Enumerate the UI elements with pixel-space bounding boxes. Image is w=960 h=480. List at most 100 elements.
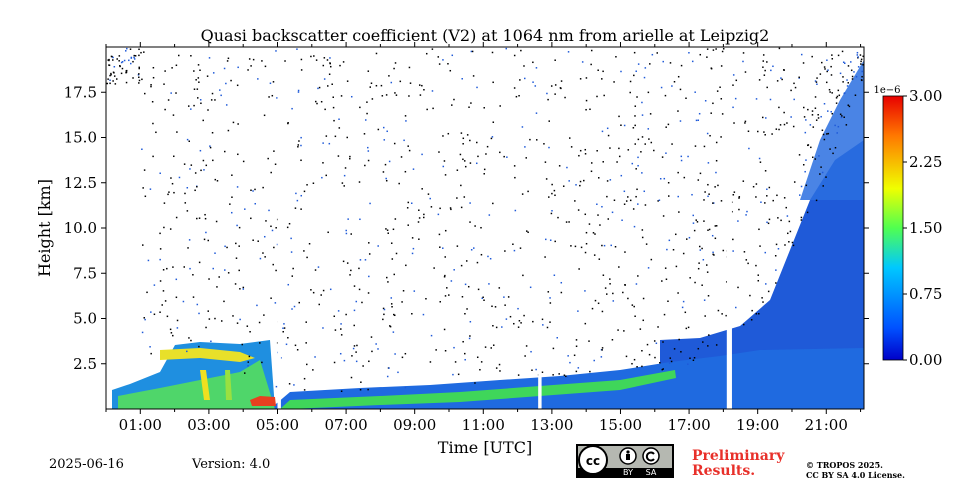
noise-dot: [491, 305, 493, 308]
x-tick-label: 11:00: [462, 416, 505, 434]
noise-dot: [755, 313, 758, 315]
noise-dot: [479, 368, 481, 371]
noise-dot: [364, 259, 367, 261]
noise-dot: [715, 171, 717, 174]
noise-dot: [469, 335, 471, 337]
noise-dot: [843, 116, 845, 118]
noise-dot: [130, 57, 133, 59]
noise-dot: [206, 75, 209, 77]
noise-dot: [386, 130, 388, 133]
noise-dot: [362, 365, 364, 367]
noise-dot: [842, 76, 844, 78]
noise-dot: [504, 304, 506, 306]
noise-dot: [322, 162, 324, 164]
noise-dot: [312, 369, 314, 371]
noise-dot: [220, 320, 223, 322]
noise-dot: [469, 221, 471, 223]
noise-dot: [296, 199, 299, 202]
noise-dot: [848, 105, 851, 108]
noise-dot: [464, 358, 466, 361]
noise-dot: [625, 200, 628, 202]
noise-dot: [637, 156, 639, 159]
noise-dot: [659, 361, 661, 364]
noise-dot: [220, 94, 222, 97]
noise-dot: [811, 114, 814, 116]
noise-dot: [244, 208, 246, 210]
noise-dot: [654, 356, 656, 359]
data-gap: [277, 47, 281, 409]
noise-dot: [350, 269, 352, 272]
noise-dot: [699, 172, 702, 175]
noise-dot: [308, 243, 311, 245]
noise-dot: [612, 292, 614, 295]
noise-dot: [368, 253, 371, 255]
noise-dot: [637, 275, 639, 277]
noise-dot: [734, 97, 737, 100]
noise-dot: [170, 92, 172, 94]
noise-dot: [109, 74, 111, 77]
noise-dot: [503, 296, 505, 298]
noise-dot: [524, 146, 526, 148]
noise-dot: [367, 146, 369, 149]
noise-dot: [575, 339, 578, 341]
noise-dot: [152, 66, 155, 69]
noise-dot: [203, 238, 206, 241]
noise-dot: [855, 75, 858, 78]
noise-dot: [353, 309, 356, 312]
noise-dot: [831, 112, 833, 115]
noise-dot: [343, 185, 345, 187]
noise-dot: [494, 306, 497, 308]
noise-dot: [669, 62, 672, 64]
noise-dot: [259, 342, 261, 344]
noise-dot: [661, 280, 663, 282]
noise-dot: [738, 208, 740, 211]
noise-dot: [116, 58, 118, 60]
noise-dot: [735, 306, 737, 309]
noise-dot: [541, 318, 544, 321]
noise-dot: [579, 78, 582, 80]
noise-dot: [606, 180, 609, 182]
noise-dot: [601, 78, 603, 80]
noise-dot: [209, 145, 211, 147]
noise-dot: [190, 108, 192, 110]
noise-dot: [208, 318, 211, 320]
noise-dot: [288, 222, 291, 225]
noise-dot: [141, 331, 144, 334]
noise-dot: [588, 223, 591, 225]
noise-dot: [578, 154, 580, 157]
noise-dot: [381, 95, 384, 97]
noise-dot: [584, 251, 587, 254]
noise-dot: [737, 220, 739, 222]
noise-dot: [444, 295, 447, 297]
noise-dot: [738, 196, 741, 198]
noise-dot: [171, 182, 174, 185]
noise-dot: [385, 179, 388, 182]
noise-dot: [252, 190, 254, 192]
noise-dot: [342, 260, 345, 263]
noise-dot: [656, 52, 659, 54]
noise-dot: [313, 55, 315, 57]
noise-dot: [196, 97, 199, 99]
noise-dot: [444, 274, 446, 277]
noise-dot: [715, 159, 718, 162]
chart-title: Quasi backscatter coefficient (V2) at 10…: [201, 26, 770, 45]
noise-dot: [764, 251, 767, 254]
noise-dot: [367, 70, 370, 72]
noise-dot: [532, 81, 534, 83]
noise-dot: [622, 291, 624, 294]
noise-dot: [752, 185, 755, 188]
noise-dot: [777, 217, 779, 219]
noise-dot: [847, 104, 850, 106]
noise-dot: [815, 199, 818, 202]
noise-dot: [821, 61, 823, 64]
noise-dot: [460, 184, 462, 187]
noise-dot: [711, 234, 714, 237]
noise-dot: [444, 229, 447, 232]
noise-dot: [290, 237, 292, 240]
noise-dot: [507, 296, 510, 298]
colorbar-tick-label: 3.00: [909, 87, 942, 105]
noise-dot: [565, 375, 567, 378]
noise-dot: [498, 287, 501, 289]
noise-dot: [274, 163, 277, 166]
